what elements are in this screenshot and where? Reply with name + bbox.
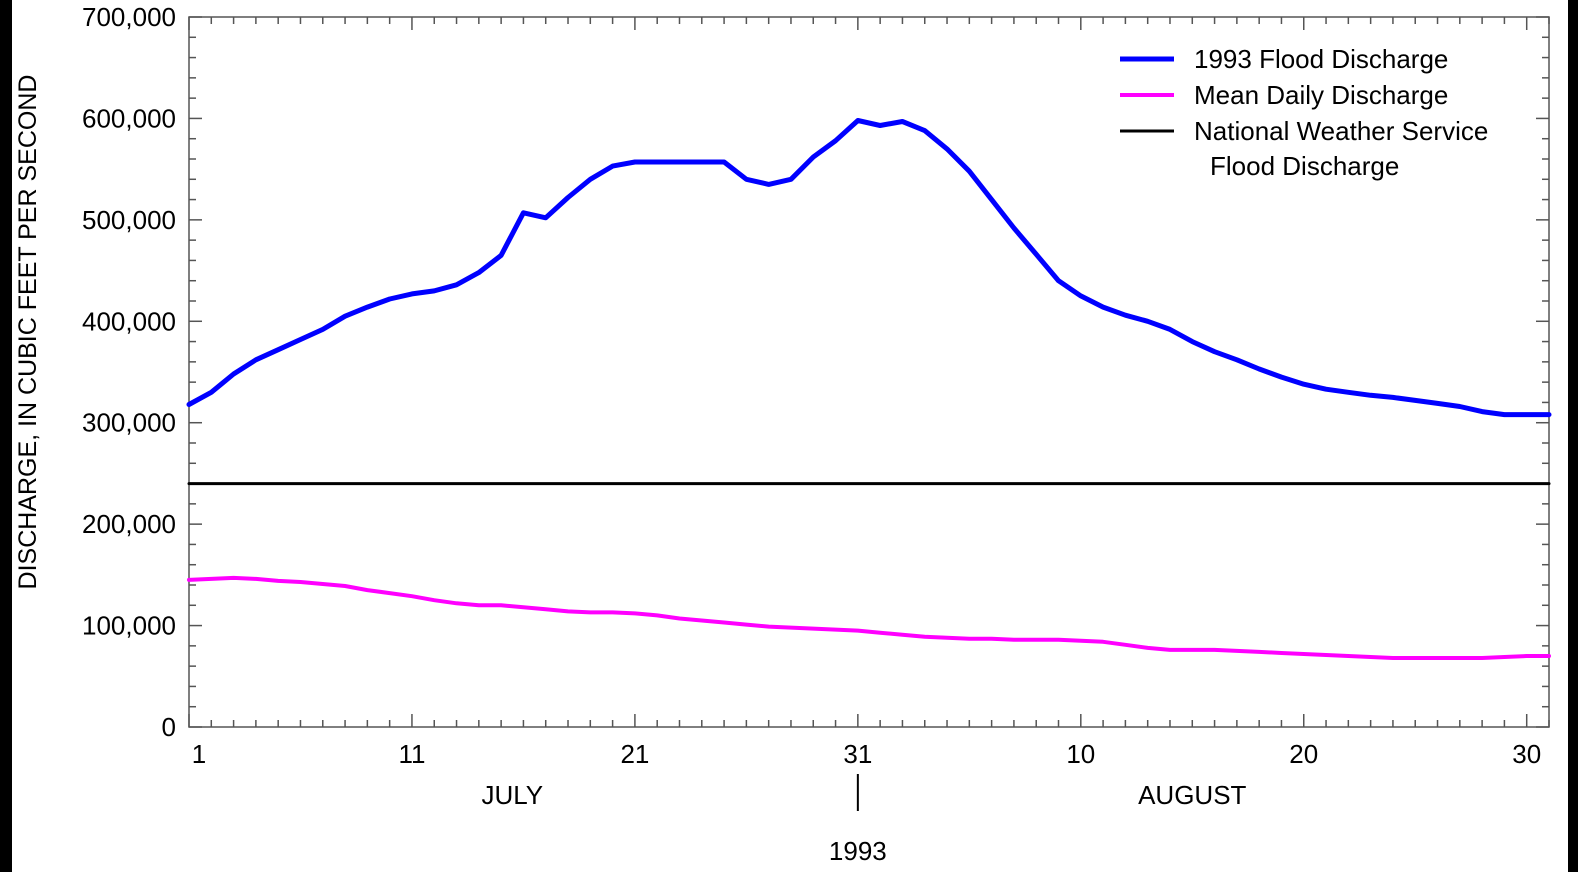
legend-label-1: 1993 Flood Discharge — [1194, 44, 1448, 74]
y-tick-label: 700,000 — [82, 2, 176, 32]
plot-frame — [188, 16, 1550, 728]
y-tick-label: 200,000 — [82, 509, 176, 539]
y-tick-label: 300,000 — [82, 408, 176, 438]
legend-label-3: Flood Discharge — [1210, 151, 1399, 181]
month-label: JULY — [481, 780, 543, 810]
legend-label-2: Mean Daily Discharge — [1194, 80, 1448, 110]
x-tick-label: 20 — [1289, 739, 1318, 769]
discharge-chart: 0 100,000 200,000 300,000 400,000 500,000 600,… — [14, 2, 1552, 866]
y-tick-label: 600,000 — [82, 103, 176, 133]
x-tick-label: 11 — [398, 739, 425, 769]
x-tick-label: 21 — [620, 739, 649, 769]
y-tick-label: 0 — [162, 712, 176, 742]
year-label: 1993 — [829, 836, 887, 866]
chart-panel: 0 100,000 200,000 300,000 400,000 500,000 600,… — [12, 0, 1568, 872]
x-tick-label: 30 — [1512, 739, 1541, 769]
y-axis-title: DISCHARGE, IN CUBIC FEET PER SECOND — [14, 75, 42, 590]
x-tick-label: 31 — [843, 739, 872, 769]
month-label: AUGUST — [1138, 780, 1246, 810]
series-line-1 — [186, 118, 1552, 418]
series-line-2 — [187, 575, 1551, 660]
y-tick-label: 500,000 — [82, 205, 176, 235]
y-tick-label: 400,000 — [82, 306, 176, 336]
y-tick-label: 100,000 — [82, 611, 176, 641]
legend-label-3: National Weather Service — [1194, 116, 1488, 146]
x-tick-label: 10 — [1066, 739, 1095, 769]
x-tick-label: 1 — [192, 739, 206, 769]
